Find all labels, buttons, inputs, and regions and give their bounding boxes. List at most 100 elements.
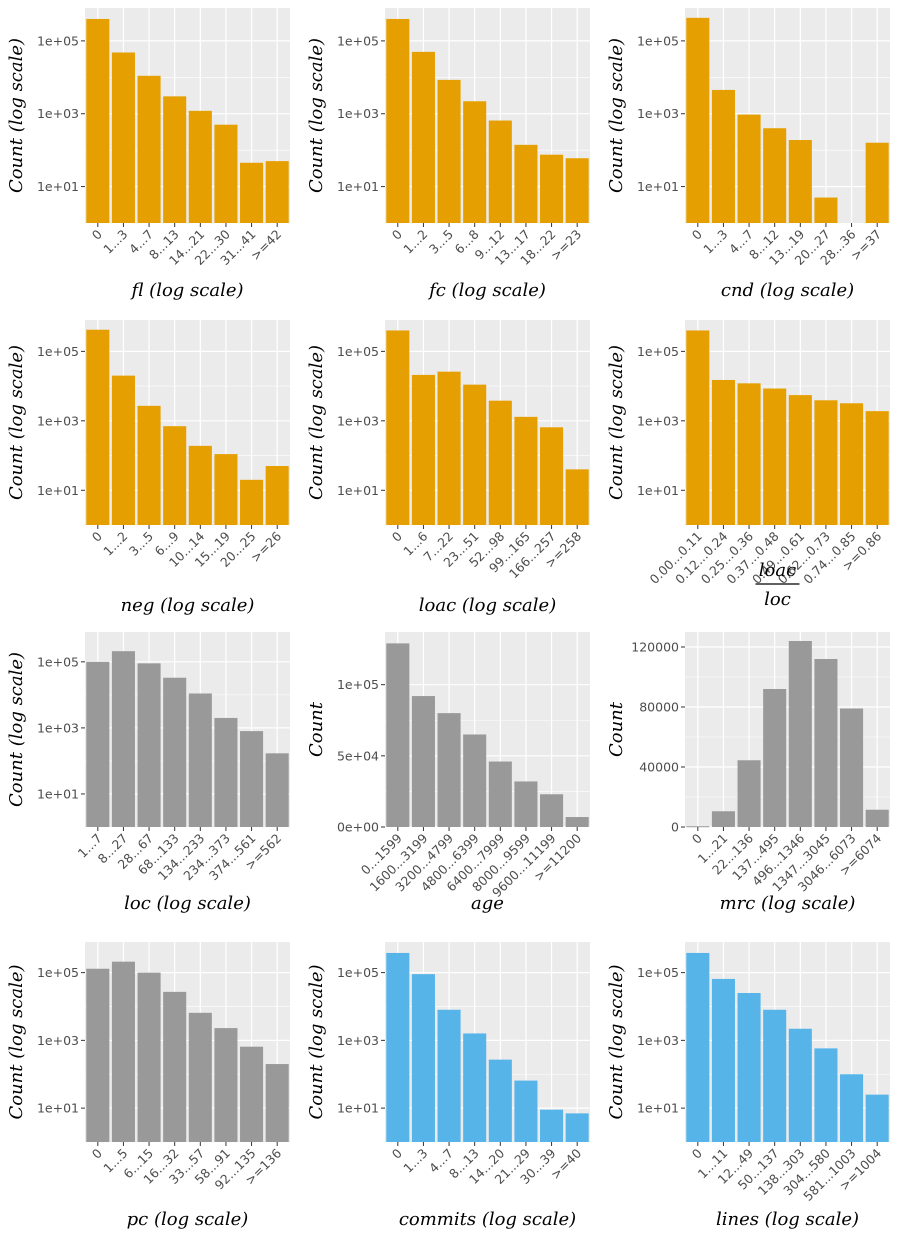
chart-panel-cnd: 1e+01 1e+03 1e+05 0 1...3 4...7 8...12 13...19 2… [600,0,900,310]
x-axis-title-numerator: loac [759,560,796,581]
y-axis-title: Count [306,701,327,757]
y-tick-label: 1e+01 [337,1101,379,1116]
y-axis-title: Count (log scale) [606,38,627,193]
bar-age-4 [488,761,512,827]
y-axis-title: Count (log scale) [6,652,27,807]
x-tick-label: 0 [89,1145,105,1161]
x-tick-label: 0 [89,226,105,242]
bar-pc-3 [163,991,187,1142]
bar-age-6 [540,794,564,827]
y-axis-title: Count [606,701,627,757]
y-axis-title: Count (log scale) [6,38,27,193]
bar-mrc-7 [865,809,889,827]
bar-lines-3 [763,1009,787,1142]
bar-loac_loc-5 [814,400,838,525]
chart-panel-age: 0e+00 5e+04 1e+05 0...1599 1600...3199 3200..… [300,624,600,934]
bar-cnd-0 [686,17,710,223]
x-tick-label: 0 [389,1145,405,1161]
bar-loc-3 [163,677,187,827]
bar-lines-0 [686,952,710,1142]
y-tick-label: 1e+05 [637,33,679,48]
bar-neg-2 [137,405,161,525]
bar-mrc-3 [763,689,787,827]
bar-fl-7 [265,161,289,223]
bar-age-0 [386,643,410,827]
bar-neg-5 [214,454,238,525]
chart-svg-neg: 1e+011e+031e+0501...23...56...910...1415… [6,320,290,616]
x-tick-label: 0 [689,830,705,846]
x-axis-title-denominator: loc [764,589,791,610]
x-axis-title: commits (log scale) [399,1209,576,1230]
bar-cnd-3 [763,128,787,223]
bar-fc-7 [565,158,589,223]
bar-loac_loc-2 [737,383,761,525]
chart-panel-neg: 1e+01 1e+03 1e+05 0 1...2 3...5 6...9 10...14 15… [0,312,300,622]
bar-loac_loc-3 [763,388,787,525]
bar-loac-6 [540,427,564,525]
y-tick-label: 1e+01 [637,483,679,498]
chart-panel-lines: 1e+01 1e+03 1e+05 0 1...11 12...49 50...137 138… [600,934,900,1244]
chart-panel-loac_loc: 1e+01 1e+03 1e+05 0.00...0.11 0.12...0.24 0.2… [600,312,900,622]
y-tick-label: 1e+03 [37,720,79,735]
bar-pc-6 [240,1046,264,1142]
bar-loac_loc-0 [686,330,710,525]
x-axis-title: fc (log scale) [427,280,546,301]
y-tick-label: 120000 [631,640,679,655]
chart-panel-mrc: 0 40000 80000 120000 0 1...21 22...136 137...49… [600,624,900,934]
bar-fl-2 [137,75,161,223]
bar-age-5 [514,781,538,827]
bar-loac-4 [488,400,512,525]
y-tick-label: 1e+05 [337,344,379,359]
bar-mrc-1 [711,811,735,827]
y-tick-label: 0e+00 [337,820,379,835]
bar-loac-7 [565,469,589,525]
bar-neg-1 [111,375,135,525]
bar-fc-1 [411,51,435,223]
bar-fl-0 [86,18,110,224]
x-tick-label: 1...3 [700,227,730,257]
chart-svg-loc: 1e+011e+031e+051...78...2728...6768...13… [6,632,290,914]
y-tick-label: 1e+03 [37,1033,79,1048]
bar-neg-3 [163,426,187,525]
bar-pc-2 [137,972,161,1142]
y-tick-label: 1e+03 [37,413,79,428]
bar-pc-4 [188,1012,212,1142]
x-tick-label: 1...3 [100,227,130,257]
y-tick-label: 1e+01 [637,179,679,194]
y-tick-label: 5e+04 [337,748,379,763]
y-tick-label: 40000 [639,760,679,775]
bar-cnd-4 [788,140,812,223]
bar-pc-5 [214,1028,238,1142]
bar-fc-4 [488,120,512,223]
chart-panel-fc: 1e+01 1e+03 1e+05 0 1...2 3...5 6...8 9...12 13.… [300,0,600,310]
bar-mrc-0 [686,826,710,828]
x-axis-title: loac (log scale) [419,595,556,616]
y-tick-label: 1e+03 [637,413,679,428]
chart-svg-loac: 1e+011e+031e+0501...67...2223...5152...9… [306,320,590,616]
chart-panel-loc: 1e+01 1e+03 1e+05 1...7 8...27 28...67 68...13… [0,624,300,934]
y-tick-label: 1e+03 [637,106,679,121]
y-tick-label: 1e+03 [337,1033,379,1048]
y-axis-title: Count (log scale) [306,38,327,193]
bar-loac-2 [437,371,461,525]
bar-commits-7 [565,1113,589,1142]
y-tick-label: 1e+05 [337,677,379,692]
bar-loac_loc-1 [711,379,735,525]
bar-fl-6 [240,162,264,223]
bar-pc-0 [86,968,110,1142]
y-tick-label: 1e+05 [637,965,679,980]
chart-svg-lines: 1e+011e+031e+0501...1112...4950...137138… [606,942,890,1230]
y-tick-label: 1e+01 [337,483,379,498]
bar-age-1 [411,696,435,827]
x-tick-label: 0 [689,226,705,242]
bar-age-2 [437,713,461,827]
chart-svg-fl: 1e+011e+031e+0501...34...78...1314...212… [6,8,290,301]
y-tick-label: 1e+03 [337,106,379,121]
y-axis-title: Count (log scale) [606,964,627,1119]
y-tick-label: 80000 [639,700,679,715]
bar-neg-4 [188,445,212,525]
bar-fl-1 [111,52,135,223]
x-axis-title: mrc (log scale) [720,893,856,914]
y-tick-label: 1e+01 [37,483,79,498]
x-axis-title: age [471,893,504,914]
